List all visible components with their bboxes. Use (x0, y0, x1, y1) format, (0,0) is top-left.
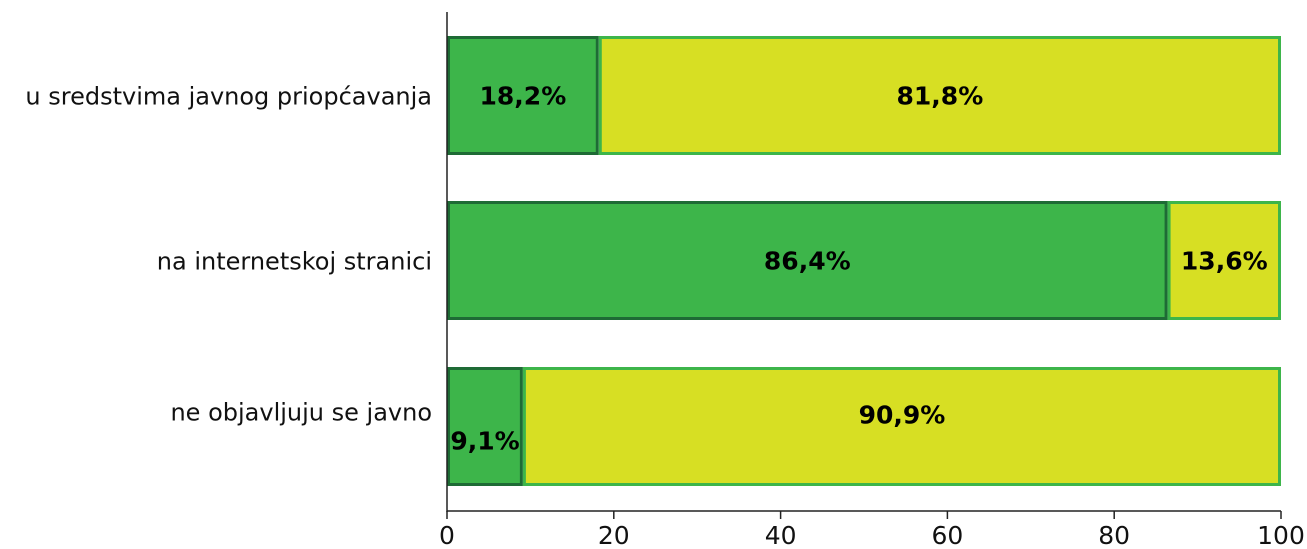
category-label: u sredstvima javnog priopćavanja (25, 83, 432, 111)
data-label: 18,2% (480, 82, 567, 111)
data-label: 86,4% (764, 247, 851, 276)
bars-layer (447, 36, 1282, 486)
x-tick-label: 40 (765, 521, 797, 549)
x-tick-label: 100 (1257, 521, 1305, 549)
x-tick-label: 60 (931, 521, 963, 549)
bar-segment (447, 367, 523, 486)
bar-segment (1167, 201, 1282, 320)
bar-segment (522, 367, 1281, 486)
data-label: 13,6% (1181, 247, 1268, 276)
data-label: 90,9% (859, 401, 946, 430)
x-tick-label: 20 (598, 521, 630, 549)
bar-segment (447, 201, 1168, 320)
data-label: 81,8% (897, 82, 984, 111)
axes-layer: 0 20 40 60 80 100 (439, 12, 1305, 549)
category-label: na internetskoj stranici (157, 248, 432, 276)
category-label: ne objavljuju se javno (170, 399, 432, 427)
bar-segment (447, 36, 599, 155)
data-label: 9,1% (450, 427, 519, 456)
bar-segment (598, 36, 1281, 155)
x-tick-label: 80 (1098, 521, 1130, 549)
labels-layer: 18,2% 81,8% u sredstvima javnog priopćavan… (25, 82, 1267, 456)
x-tick-label: 0 (439, 521, 455, 549)
